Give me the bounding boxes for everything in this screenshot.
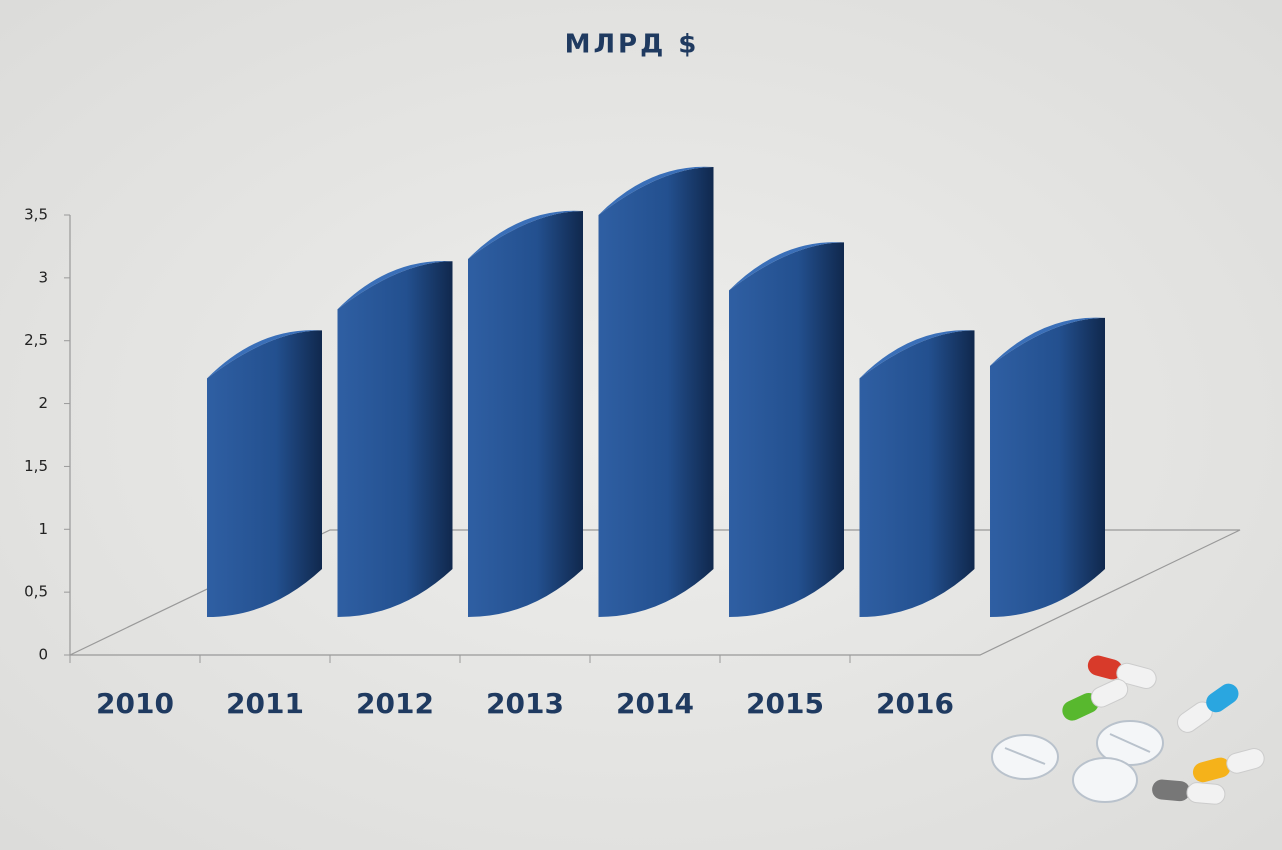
bar-top [729, 242, 844, 291]
y-tick-label: 3 [38, 268, 48, 286]
bar [598, 167, 714, 617]
bar-top [468, 210, 583, 259]
x-tick-label: 2012 [356, 687, 434, 720]
bar-top [598, 166, 714, 215]
bar [729, 242, 844, 617]
x-tick-label: 2011 [226, 687, 304, 720]
bar [207, 330, 322, 617]
bar-top [337, 261, 453, 310]
x-tick-label: 2014 [616, 687, 694, 720]
y-tick-label: 2,5 [24, 331, 48, 349]
bar [990, 317, 1105, 617]
bar [468, 211, 583, 617]
y-tick-label: 0,5 [24, 583, 48, 601]
x-tick-label: 2013 [486, 687, 564, 720]
x-tick-label: 2015 [746, 687, 824, 720]
y-tick-label: 3,5 [24, 206, 48, 224]
bar-top [859, 330, 975, 379]
bar-top [207, 330, 322, 379]
x-tick-label: 2016 [876, 687, 954, 720]
y-tick-label: 0 [38, 646, 48, 664]
bar [337, 261, 453, 617]
y-tick-label: 1 [38, 520, 48, 538]
y-tick-label: 1,5 [24, 457, 48, 475]
y-tick-label: 2 [38, 394, 48, 412]
bar [859, 330, 975, 617]
bar-top [990, 317, 1105, 366]
chart-title: МЛРД $ [565, 30, 700, 60]
x-tick-label: 2010 [96, 687, 174, 720]
pills [991, 655, 1265, 805]
